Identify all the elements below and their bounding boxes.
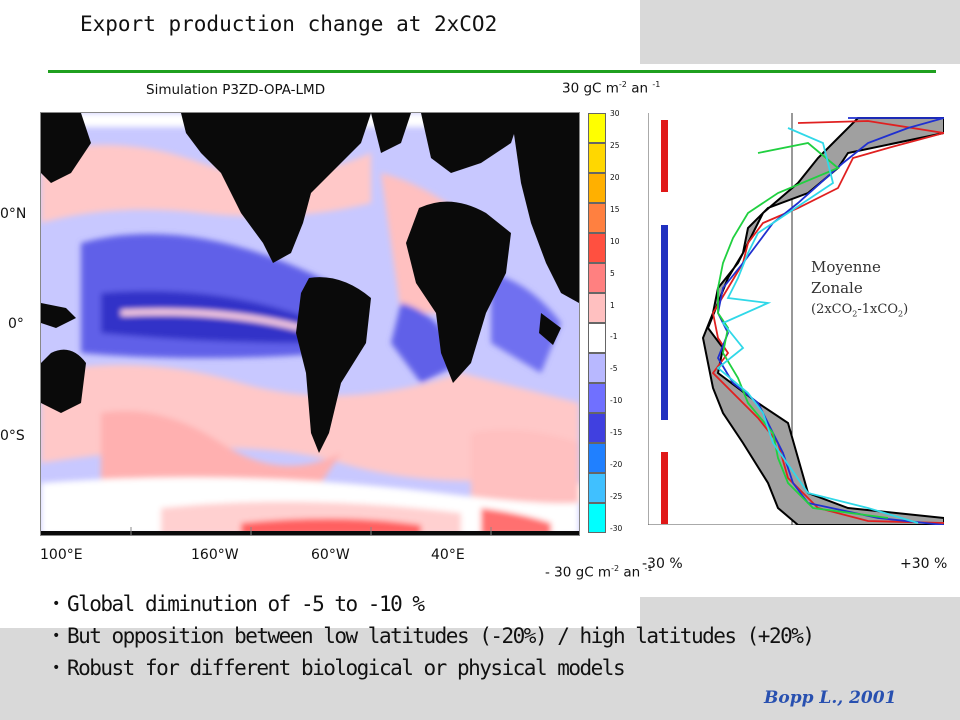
colorbar-tick-label: -15 [610,428,623,438]
background-band-top [640,0,960,64]
colorbar-swatch [588,323,606,353]
profile-label-line3: (2xCO2-1xCO2) [811,302,909,319]
colorbar-tick-label: 30 [610,109,620,118]
colorbar-swatch [588,263,606,293]
colorbar-tick-label: -25 [610,492,623,502]
colorbar [588,113,606,533]
colorbar-swatch [588,233,606,263]
colorbar-tick-label: 15 [610,204,620,214]
colorbar-bottom-label: - 30 gC m-2 an -1 [545,564,653,581]
ocean-map-svg [41,113,579,535]
bullet-item: But opposition between low latitudes (-2… [52,620,815,652]
colorbar-swatch [588,473,606,503]
bullet-list: Global diminution of -5 to -10 % But opp… [52,588,815,684]
colorbar-swatch [588,383,606,413]
colorbar-tick-label: -30 [610,524,623,533]
profile-right-pct: +30 % [900,556,948,572]
lon-label-40E: 40°E [431,547,465,563]
colorbar-swatch [588,173,606,203]
title-rule [48,70,936,73]
lat-label-north: 0°N [0,206,27,222]
slide-title: Export production change at 2xCO2 [80,12,498,36]
colorbar-swatch [588,413,606,443]
zonal-mean-profile [648,113,944,525]
colorbar-tick-label: 1 [610,300,615,310]
colorbar-swatch [588,503,606,533]
colorbar-tick-label: -1 [610,332,618,342]
band-marker-equator-blue [661,225,668,420]
lon-label-160W: 160°W [191,547,239,563]
colorbar-swatch [588,143,606,173]
colorbar-tick-label: 5 [610,268,615,278]
profile-left-pct: -30 % [642,556,683,572]
colorbar-tick-label: -20 [610,460,623,470]
profile-label: Moyenne Zonale (2xCO2-1xCO2) [811,257,908,325]
band-marker-north-red [661,120,668,192]
profile-label-line1: Moyenne [811,258,881,276]
colorbar-tick-label: 10 [610,236,620,246]
profile-label-line2: Zonale [811,279,863,297]
lat-label-south: 0°S [0,428,25,444]
colorbar-tick-label: 20 [610,172,620,182]
colorbar-swatch [588,203,606,233]
lon-label-100E: 100°E [40,547,83,563]
colorbar-swatch [588,113,606,143]
colorbar-tick-label: -10 [610,396,623,406]
band-marker-south-red [661,452,668,524]
colorbar-swatch [588,443,606,473]
colorbar-top-label: 30 gC m-2 an -1 [562,80,661,97]
colorbar-tick-label: 25 [610,140,620,150]
ocean-map [40,112,580,536]
reference: Bopp L., 2001 [764,688,897,708]
lon-label-60W: 60°W [311,547,350,563]
lat-label-equator: 0° [8,316,24,332]
colorbar-swatch [588,353,606,383]
colorbar-swatch [588,293,606,323]
colorbar-tick-label: -5 [610,364,618,374]
bullet-item: Robust for different biological or physi… [52,652,814,684]
map-caption: Simulation P3ZD-OPA-LMD [146,82,326,98]
bullet-item: Global diminution of -5 to -10 % [52,588,814,620]
